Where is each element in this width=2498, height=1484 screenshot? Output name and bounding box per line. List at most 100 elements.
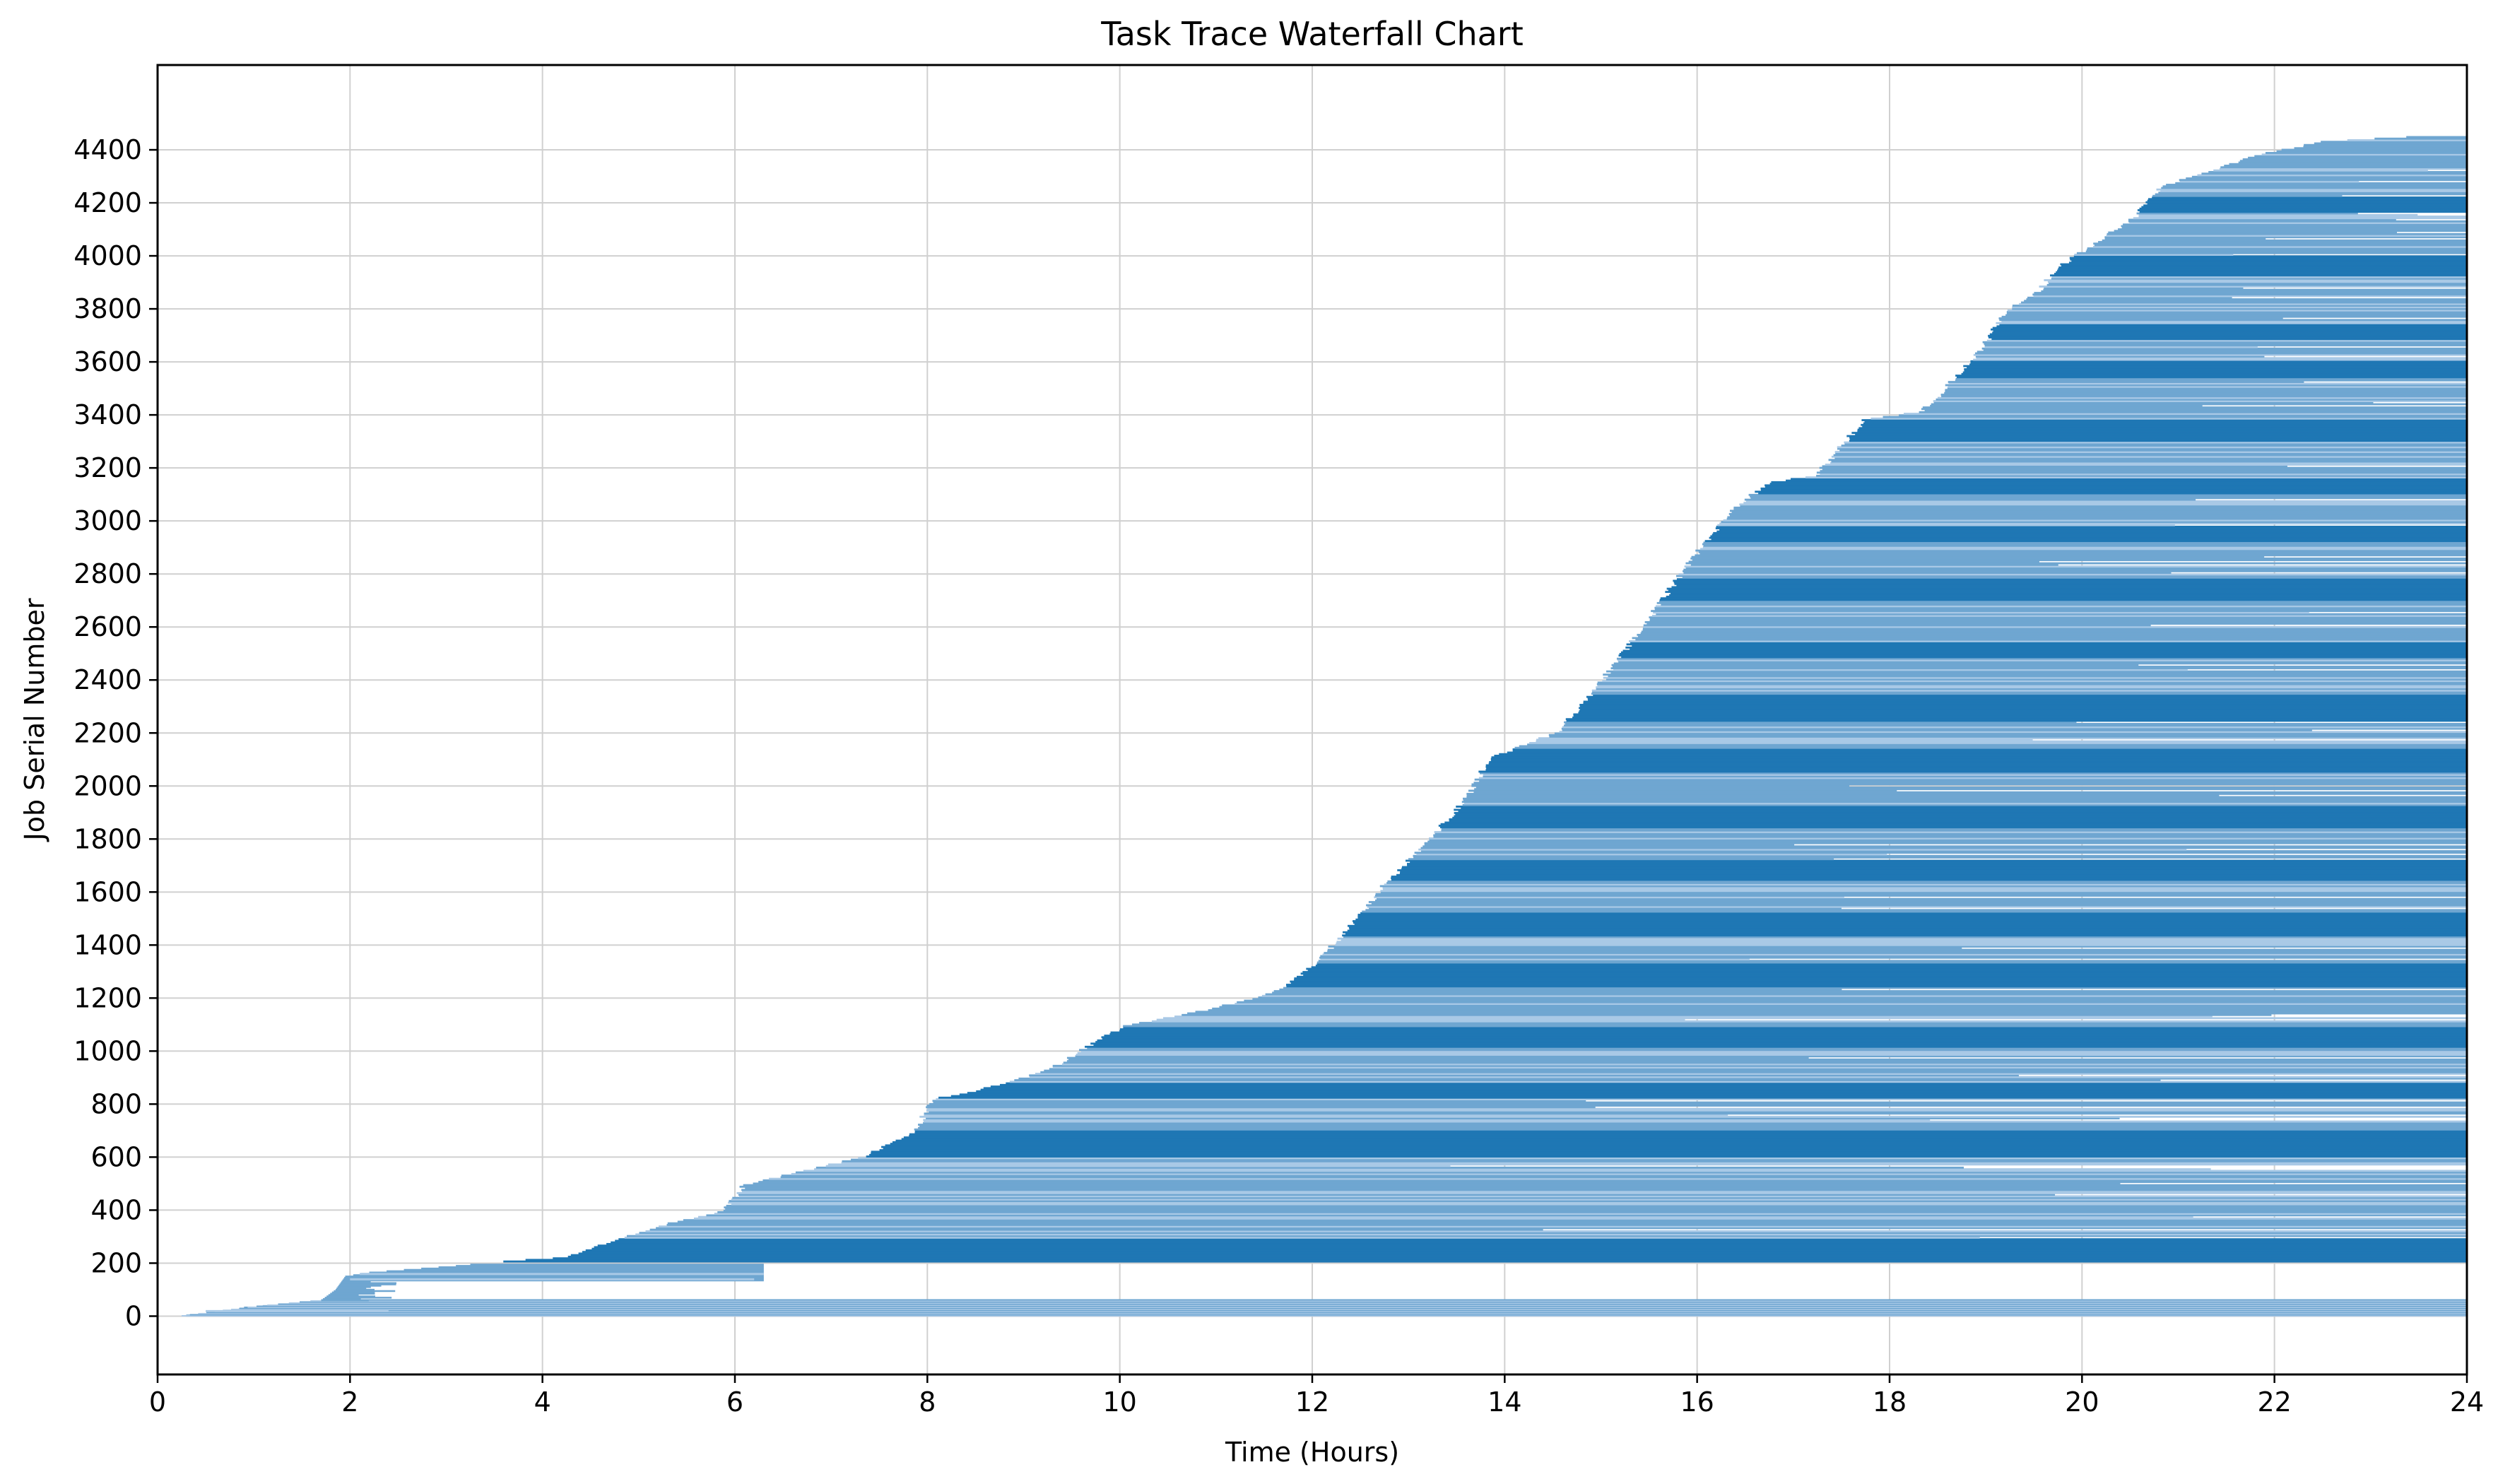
job-bar (1375, 899, 2467, 902)
job-bar (1619, 652, 2467, 655)
job-bar (1410, 861, 2467, 864)
job-bar (1536, 740, 2467, 743)
job-bar (1728, 512, 2467, 515)
job-bar (1322, 953, 2467, 956)
job-bar (858, 1157, 2467, 1160)
job-bar (1849, 436, 2467, 439)
job-bar (2012, 305, 2467, 307)
job-bar (728, 1201, 2468, 1204)
job-bar (340, 1282, 396, 1284)
job-bar (2276, 150, 2467, 153)
job-bar (881, 1146, 2467, 1148)
job-bar (1075, 1055, 2467, 1058)
job-bar (1324, 952, 2467, 954)
job-bar (1996, 322, 2467, 324)
job-bar (2098, 241, 2467, 243)
job-bar (1429, 837, 2467, 840)
job-bar (1945, 384, 2467, 387)
job-bar (2162, 185, 2467, 188)
job-bar (1661, 603, 2467, 606)
job-bar (1721, 521, 2467, 524)
job-bar (2138, 216, 2467, 218)
job-bar (1791, 478, 2467, 481)
job-bar (1006, 1082, 2468, 1085)
job-bar (335, 1288, 375, 1291)
job-bar (2085, 250, 2467, 253)
job-bar (1861, 419, 2467, 421)
job-bar (1029, 1074, 2019, 1077)
job-bar (2061, 264, 2467, 267)
job-bar (1760, 489, 2467, 492)
job-bar (1549, 736, 2467, 738)
job-bar (1375, 893, 2467, 895)
job-bar (1760, 487, 2467, 490)
job-bar (1712, 534, 2467, 536)
job-bar (1921, 408, 2467, 411)
job-bar (1479, 772, 2467, 775)
job-bar (1052, 1066, 2467, 1068)
job-bar (239, 1307, 2467, 1309)
job-bar (731, 1203, 2468, 1206)
job-bar (1471, 784, 1850, 787)
job-bar (1831, 460, 2467, 463)
job-bar (321, 1299, 369, 1302)
y-tick-label: 0 (125, 1300, 142, 1331)
job-bar (2374, 137, 2467, 140)
job-bar (1374, 896, 1844, 899)
job-bar (1711, 538, 2467, 541)
job-bar (1559, 731, 2467, 734)
job-bar (1630, 642, 2467, 644)
job-bar (2133, 217, 2467, 220)
job-bar (1864, 420, 2467, 423)
job-bar (1637, 633, 2467, 636)
job-bar (2069, 257, 2467, 259)
job-bar (2071, 260, 2467, 262)
job-bar (1063, 1061, 2467, 1064)
job-bar (1719, 522, 2467, 525)
job-bar (741, 1189, 2467, 1191)
job-bar (1654, 606, 2467, 609)
job-bar (2179, 180, 2359, 183)
job-bar (1999, 324, 2467, 326)
job-bar (1644, 620, 2467, 623)
job-bar (1726, 517, 2467, 520)
job-bar (815, 1166, 1964, 1169)
job-bar (1514, 746, 2467, 749)
job-bar (1613, 662, 2467, 665)
job-bar (1347, 929, 2467, 932)
job-bar (2076, 252, 2467, 254)
job-bar (267, 1304, 2468, 1306)
job-bar (1151, 1020, 2467, 1023)
job-bar (1345, 933, 2467, 935)
job-bar (1750, 497, 2467, 500)
job-bar (2148, 198, 2467, 201)
job-bar (1123, 1026, 2467, 1029)
job-bar (1622, 649, 2467, 652)
job-bar (959, 1093, 2468, 1096)
job-bar (1844, 441, 2467, 444)
job-bar (611, 1241, 2468, 1244)
job-bar (639, 1232, 2468, 1235)
job-bar (1771, 481, 2467, 483)
job-bar (1462, 803, 2467, 806)
job-bar (2175, 182, 2467, 184)
job-bar (659, 1225, 2468, 1228)
job-bar (1597, 684, 2467, 687)
job-bar (967, 1092, 2467, 1094)
job-bar (683, 1219, 2467, 1222)
job-bar (1688, 560, 2039, 563)
job-bar (758, 1181, 2468, 1184)
job-bar (2220, 166, 2467, 169)
job-bar (1674, 582, 2467, 585)
job-bar (1820, 470, 2467, 473)
job-bar (1391, 876, 2467, 878)
job-bar (1222, 1004, 2467, 1007)
job-bar (1666, 587, 2467, 590)
job-bar (1302, 971, 2467, 973)
job-bar (950, 1095, 2468, 1097)
job-bar (1371, 902, 2467, 905)
job-bar (1380, 891, 2467, 894)
job-bar (2032, 293, 2467, 296)
job-bar (456, 1265, 764, 1267)
job-bar (2033, 295, 2467, 298)
